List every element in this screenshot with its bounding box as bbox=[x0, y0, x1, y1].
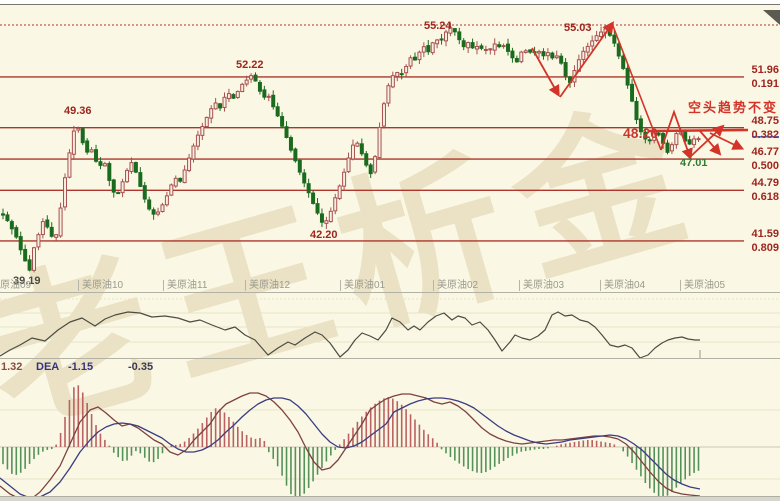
x-axis-label: 美原油09 bbox=[0, 280, 31, 291]
bottom-scrollbar[interactable] bbox=[0, 496, 780, 501]
fib-ratio-label: 0.809 bbox=[751, 241, 779, 254]
macd-dea-label: DEA bbox=[36, 361, 60, 373]
x-axis-label: 美原油11 bbox=[163, 280, 207, 291]
x-axis-label: 美原油10 bbox=[78, 280, 123, 291]
fib-ratio-label: 0.618 bbox=[751, 191, 779, 204]
price-label-4701: 47.01 bbox=[680, 157, 708, 169]
macd-diff-value: 1.32 bbox=[1, 361, 23, 373]
fib-price-label: 41.59 bbox=[751, 227, 779, 240]
price-label-5503: 55.03 bbox=[564, 22, 592, 34]
x-axis-label: 美原油03 bbox=[519, 280, 564, 291]
fib-price-label: 44.79 bbox=[751, 177, 779, 190]
price-label-5222: 52.22 bbox=[236, 59, 264, 71]
x-axis-label: 美原油02 bbox=[433, 280, 478, 291]
price-label-4936: 49.36 bbox=[64, 105, 92, 117]
fib-ratio-label: 0.191 bbox=[751, 77, 779, 90]
macd-dea-value: -1.15 bbox=[68, 361, 94, 373]
fib-price-label: 48.75 bbox=[751, 114, 779, 127]
x-axis-label: 美原油05 bbox=[680, 280, 725, 291]
oscillator-panel-separator bbox=[0, 358, 780, 359]
fib-price-label: 51.96 bbox=[751, 63, 779, 76]
price-label-5524: 55.24 bbox=[424, 20, 452, 32]
price-label-4220: 42.20 bbox=[310, 229, 338, 241]
main-panel-separator bbox=[0, 292, 780, 293]
fib-price-label: 46.77 bbox=[751, 146, 779, 159]
corner-marker-icon bbox=[763, 10, 780, 25]
top-border bbox=[0, 0, 780, 5]
price-label-4820: 48.20 bbox=[623, 125, 659, 141]
x-axis-label: 美原油12 bbox=[245, 280, 290, 291]
price-label-3919: 39.19 bbox=[13, 275, 41, 287]
fib-ratio-label: 0.500 bbox=[751, 160, 779, 173]
fib-ratio-label: 0.382 bbox=[751, 128, 779, 141]
x-axis-label: 美原油04 bbox=[600, 280, 645, 291]
trend-annotation-text: 空头趋势不变 bbox=[688, 100, 779, 115]
macd-macd-value: -0.35 bbox=[128, 361, 154, 373]
x-axis-label: 美原油01 bbox=[340, 280, 385, 291]
